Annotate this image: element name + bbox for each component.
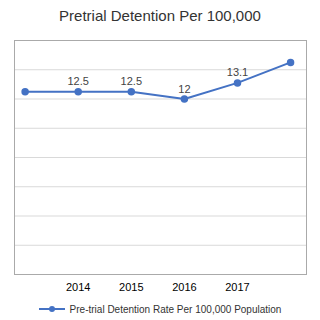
svg-text:12.5: 12.5 [121, 75, 142, 87]
svg-text:2016: 2016 [172, 281, 196, 293]
svg-text:2017: 2017 [225, 281, 249, 293]
svg-text:2015: 2015 [119, 281, 143, 293]
svg-text:12.5: 12.5 [67, 75, 88, 87]
html-text:Pretrial Detention Per 100,000: Pretrial Detention Per 100,000 [59, 7, 261, 24]
html-text:Pre-trial Detention Rate Per 1: Pre-trial Detention Rate Per 100,000 Pop… [69, 303, 282, 315]
svg-text:2014: 2014 [66, 281, 90, 293]
svg-text:12: 12 [178, 83, 190, 95]
svg-text:13.1: 13.1 [227, 66, 248, 78]
